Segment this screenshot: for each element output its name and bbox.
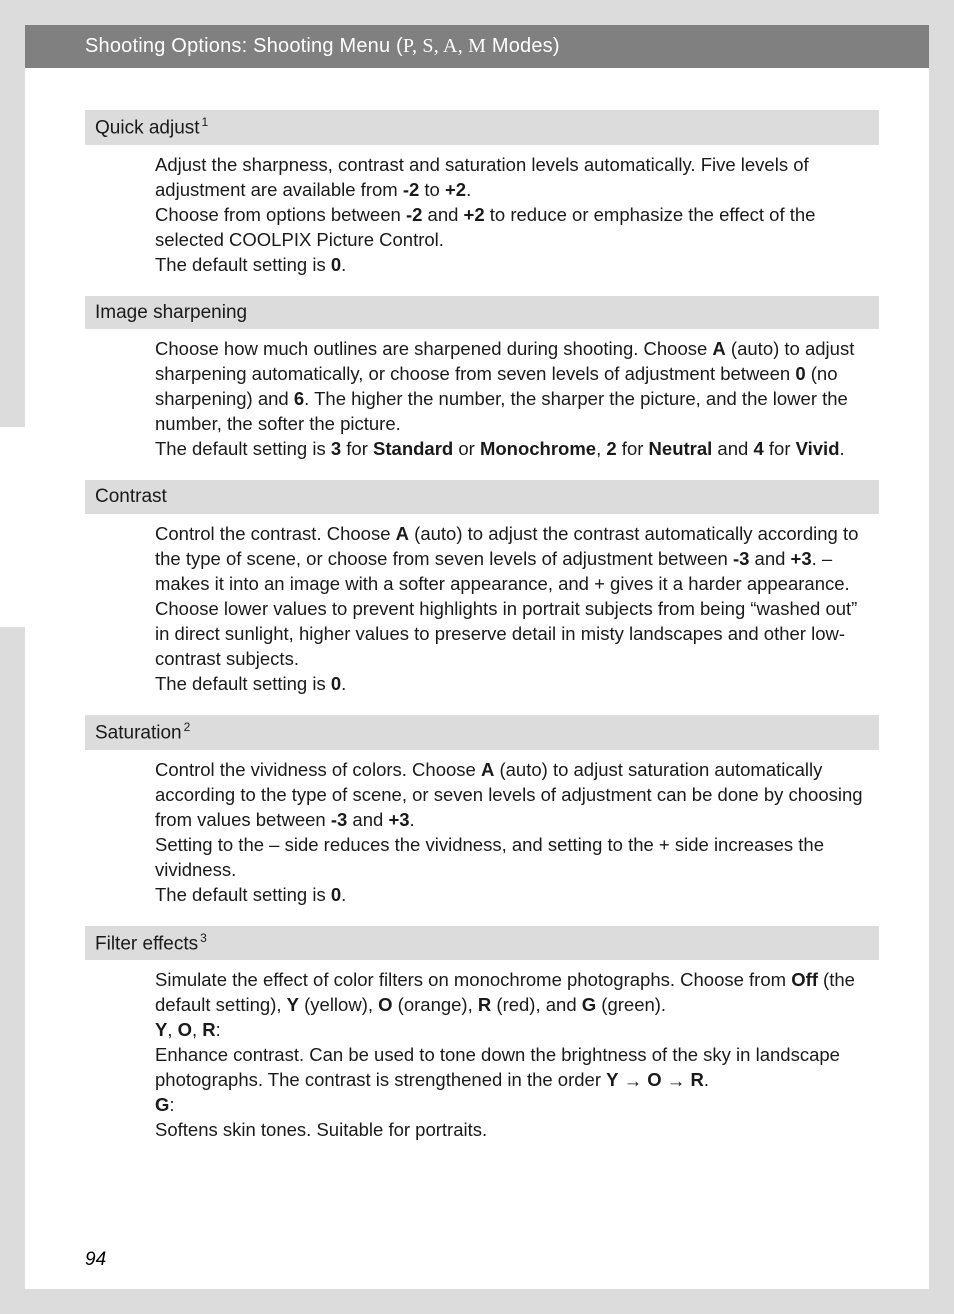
header-prefix: Shooting Options: Shooting Menu ( <box>85 35 403 57</box>
section-body: Adjust the sharpness, contrast and satur… <box>85 153 879 284</box>
header-modes: P, S, A, M <box>403 35 486 57</box>
section-header: Image sharpening <box>85 296 879 330</box>
content-area: Quick adjust1 Adjust the sharpness, contr… <box>25 68 929 1149</box>
section-body: Control the contrast. Choose A (auto) to… <box>85 522 879 703</box>
section-body: Choose how much outlines are sharpened d… <box>85 337 879 468</box>
section-body: Simulate the effect of color filters on … <box>85 968 879 1149</box>
section-header: Filter effects3 <box>85 926 879 961</box>
page-header: Shooting Options: Shooting Menu (P, S, A… <box>25 25 929 68</box>
section-body: Control the vividness of colors. Choose … <box>85 758 879 914</box>
section-header: Contrast <box>85 480 879 514</box>
section-header: Saturation2 <box>85 715 879 750</box>
header-suffix: Modes) <box>486 35 560 57</box>
section-header: Quick adjust1 <box>85 110 879 145</box>
page-sheet: Shooting Options: Shooting Menu (P, S, A… <box>25 25 929 1289</box>
page-number: 94 <box>85 1249 106 1271</box>
side-tab <box>0 427 25 627</box>
